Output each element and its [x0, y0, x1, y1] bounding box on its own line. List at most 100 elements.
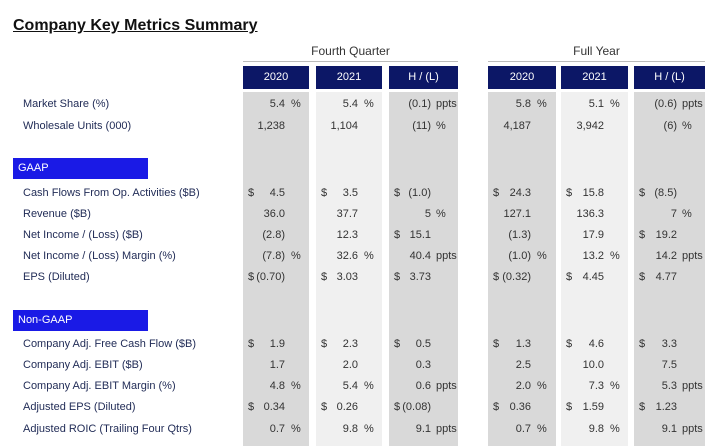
- cell-value: 9.1: [661, 423, 677, 435]
- cell-prefix: $: [639, 187, 646, 199]
- column-bg: [243, 92, 309, 446]
- cell-value: 5.4: [269, 98, 285, 110]
- cell-prefix: $: [321, 271, 328, 283]
- cell-prefix: $: [566, 401, 573, 413]
- cell-suffix: %: [537, 380, 547, 392]
- cell-prefix: $: [639, 338, 646, 350]
- cell-suffix: %: [610, 250, 620, 262]
- cell-value: 1.9: [269, 338, 285, 350]
- cell-value: 9.1: [415, 423, 431, 435]
- cell-value: 7.5: [661, 359, 677, 371]
- cell-suffix: %: [610, 380, 620, 392]
- cell-value: 1,238: [257, 120, 285, 132]
- cell-value: 36.0: [263, 208, 285, 220]
- cell-suffix: %: [537, 423, 547, 435]
- column-header: H / (L): [389, 66, 458, 89]
- cell-value: 0.3: [415, 359, 431, 371]
- cell-prefix: $: [321, 401, 328, 413]
- cell-value: 0.6: [415, 380, 431, 392]
- cell-suffix: ppts: [436, 250, 457, 262]
- column-bg: [634, 92, 705, 446]
- cell-value: 10.0: [582, 359, 604, 371]
- cell-value: 9.8: [342, 423, 358, 435]
- cell-value: (0.1): [408, 98, 431, 110]
- cell-value: 4.8: [269, 380, 285, 392]
- cell-suffix: %: [364, 380, 374, 392]
- cell-prefix: $: [493, 338, 500, 350]
- group-line: [243, 61, 458, 62]
- title: Company Key Metrics Summary: [13, 17, 258, 34]
- cell-value: 0.7: [269, 423, 285, 435]
- cell-value: 1.3: [515, 338, 531, 350]
- row-label: Company Adj. Free Cash Flow ($B): [23, 338, 197, 350]
- cell-suffix: %: [291, 423, 301, 435]
- cell-value: 1.59: [582, 401, 604, 413]
- cell-value: (1.0): [508, 250, 531, 262]
- cell-suffix: %: [537, 250, 547, 262]
- cell-suffix: ppts: [682, 423, 703, 435]
- section-header: GAAP: [13, 158, 148, 179]
- cell-value: (0.6): [654, 98, 677, 110]
- cell-value: 2.0: [515, 380, 531, 392]
- cell-value: 0.5: [415, 338, 431, 350]
- cell-prefix: $: [493, 271, 500, 283]
- cell-value: (7.8): [262, 250, 285, 262]
- cell-value: (0.32): [502, 271, 531, 283]
- cell-prefix: $: [394, 338, 401, 350]
- cell-value: 1,104: [330, 120, 358, 132]
- column-header: 2021: [561, 66, 628, 89]
- cell-value: 3.73: [409, 271, 431, 283]
- cell-value: 13.2: [582, 250, 604, 262]
- cell-suffix: ppts: [682, 250, 703, 262]
- cell-value: (8.5): [654, 187, 677, 199]
- cell-value: 5.8: [515, 98, 531, 110]
- cell-value: 5: [424, 208, 431, 220]
- cell-suffix: %: [364, 98, 374, 110]
- cell-prefix: $: [248, 338, 255, 350]
- cell-value: 19.2: [655, 229, 677, 241]
- cell-value: 37.7: [336, 208, 358, 220]
- cell-suffix: %: [682, 120, 692, 132]
- column-bg: [561, 92, 628, 446]
- cell-value: 4.5: [269, 187, 285, 199]
- cell-value: (0.70): [256, 271, 285, 283]
- row-label: EPS (Diluted): [23, 271, 90, 283]
- cell-suffix: ppts: [436, 98, 457, 110]
- cell-value: 5.4: [342, 98, 358, 110]
- cell-value: 1.23: [655, 401, 677, 413]
- cell-value: (6): [663, 120, 677, 132]
- cell-prefix: $: [394, 229, 401, 241]
- section-header: Non-GAAP: [13, 310, 148, 331]
- cell-suffix: %: [364, 250, 374, 262]
- cell-value: 32.6: [336, 250, 358, 262]
- cell-prefix: $: [248, 271, 255, 283]
- cell-value: 2.0: [342, 359, 358, 371]
- row-label: Company Adj. EBIT Margin (%): [23, 380, 176, 392]
- cell-value: 127.1: [503, 208, 531, 220]
- cell-prefix: $: [248, 187, 255, 199]
- cell-prefix: $: [394, 271, 401, 283]
- cell-suffix: ppts: [682, 98, 703, 110]
- cell-prefix: $: [566, 187, 573, 199]
- cell-value: 5.4: [342, 380, 358, 392]
- column-bg: [389, 92, 458, 446]
- cell-value: 3.5: [342, 187, 358, 199]
- cell-suffix: %: [610, 423, 620, 435]
- cell-value: 17.9: [582, 229, 604, 241]
- cell-value: 5.1: [588, 98, 604, 110]
- cell-value: 3.03: [336, 271, 358, 283]
- column-bg: [316, 92, 382, 446]
- cell-value: 9.8: [588, 423, 604, 435]
- cell-suffix: %: [364, 423, 374, 435]
- cell-value: 7: [670, 208, 677, 220]
- cell-value: 15.1: [409, 229, 431, 241]
- group-label: Fourth Quarter: [311, 44, 390, 58]
- cell-prefix: $: [639, 271, 646, 283]
- cell-value: 2.3: [342, 338, 358, 350]
- cell-suffix: %: [436, 120, 446, 132]
- cell-prefix: $: [639, 401, 646, 413]
- cell-value: 5.3: [661, 380, 677, 392]
- column-header: 2021: [316, 66, 382, 89]
- cell-value: 14.2: [655, 250, 677, 262]
